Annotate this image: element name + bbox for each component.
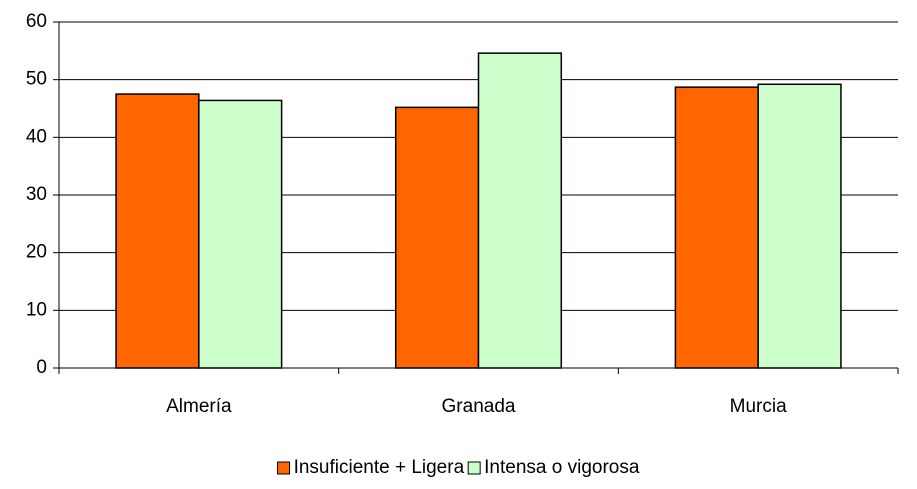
y-tick-label: 60 — [26, 11, 47, 32]
legend-label: Intensa o vigorosa — [484, 457, 640, 478]
x-tick-label: Granada — [442, 396, 516, 417]
bar — [674, 86, 759, 369]
bar — [115, 93, 200, 369]
bar — [757, 83, 842, 369]
legend-label: Insuficiente + Ligera — [294, 457, 465, 478]
bar — [394, 106, 480, 369]
y-tick-label: 40 — [26, 126, 47, 147]
legend-swatch — [277, 461, 291, 475]
y-tick-label: 20 — [26, 242, 47, 263]
x-tick-label: Murcia — [730, 396, 787, 417]
y-tick-label: 10 — [26, 299, 47, 320]
y-tick-label: 0 — [36, 357, 47, 378]
legend-swatch — [467, 461, 481, 475]
bar — [198, 99, 283, 369]
bar — [477, 52, 563, 369]
y-tick-label: 30 — [26, 184, 47, 205]
x-tick-label: Almería — [166, 396, 232, 417]
y-tick-label: 50 — [26, 69, 47, 90]
